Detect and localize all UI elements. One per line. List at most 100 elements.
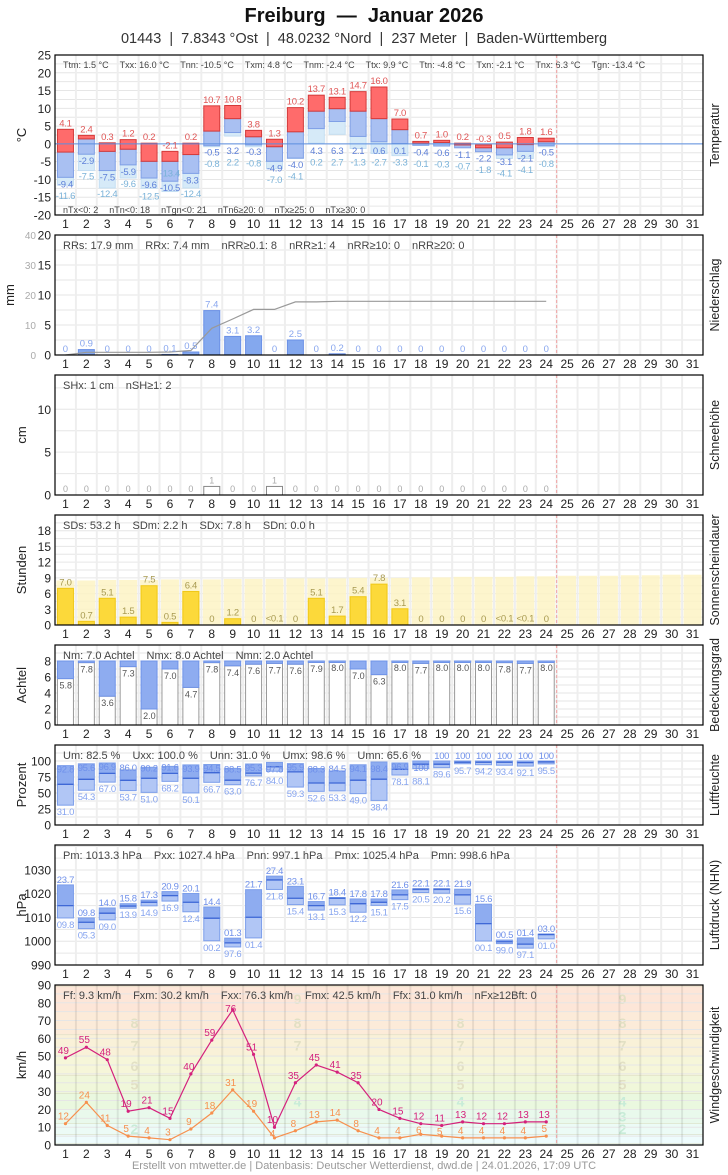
humidity-lower-bar <box>77 778 95 791</box>
humidity-max-label: 100 <box>476 751 491 762</box>
humidity-max-label: 95.6 <box>78 763 95 774</box>
precip-label: 0 <box>544 344 549 355</box>
wind-gust-label: 13 <box>539 1110 551 1121</box>
pressure-lower-bar <box>77 921 95 930</box>
x-tick-label: 22 <box>498 1147 512 1161</box>
stat-label: Tnx: 6.3 °C <box>535 60 581 70</box>
possible-sunshine-bar <box>160 579 179 625</box>
x-tick-label: 31 <box>686 217 700 231</box>
sunshine-label: 1.7 <box>331 605 343 616</box>
tmax-label: 1.0 <box>436 129 448 140</box>
snow-label: 0 <box>523 484 528 494</box>
snow-label: 0 <box>84 484 89 494</box>
precip-label: 3.1 <box>226 325 239 336</box>
wind-gust-point <box>105 1058 109 1062</box>
tmin-bar <box>495 147 513 156</box>
pressure-lower-bar <box>454 894 472 905</box>
panel-title: Temperatur <box>708 103 722 166</box>
y-tick-label: 20 <box>38 229 52 243</box>
wind-gust-label: 10 <box>267 1115 279 1126</box>
x-tick-label: 16 <box>372 627 386 641</box>
tmin-label: -2.9 <box>79 156 94 167</box>
y-tick-label: 20 <box>38 1103 52 1117</box>
wind-mean-label: 4 <box>458 1126 464 1137</box>
stat-label: Unn: 31.0 % <box>210 750 271 762</box>
beaufort-label: 7 <box>619 1037 627 1053</box>
pressure-lower-bar <box>307 905 325 911</box>
tmax-label: 13.1 <box>329 86 346 97</box>
x-tick-label: 20 <box>456 827 470 841</box>
x-tick-label: 3 <box>104 727 111 741</box>
precip-bar <box>203 310 221 356</box>
x-tick-label: 8 <box>208 827 215 841</box>
ground-min-label: 2.7 <box>331 157 343 168</box>
x-tick-label: 21 <box>477 497 491 511</box>
stat-label: RRx: 7.4 mm <box>145 240 209 252</box>
tmin-label: 6.3 <box>331 146 343 157</box>
x-tick-label: 27 <box>602 727 616 741</box>
x-tick-label: 28 <box>623 1147 637 1161</box>
possible-sunshine-bar <box>537 576 556 625</box>
y-tick-label: 60 <box>38 1032 52 1046</box>
wind-gust-point <box>210 1038 214 1042</box>
stat-label: Um: 82.5 % <box>63 750 121 762</box>
humidity-max-label: 97.8 <box>266 764 283 775</box>
x-tick-label: 19 <box>435 727 449 741</box>
possible-sunshine-bar <box>432 577 451 625</box>
x-tick-label: 5 <box>146 357 153 371</box>
x-tick-label: 29 <box>644 497 658 511</box>
humidity-max-label: 100 <box>434 751 449 762</box>
ground-min-label: -3.3 <box>392 157 407 168</box>
x-tick-label: 1 <box>62 357 69 371</box>
wind-mean-label: 4 <box>521 1126 527 1137</box>
x-tick-label: 26 <box>581 827 595 841</box>
stat-label: nTgn<0: 21 <box>161 205 207 215</box>
tmax-bar <box>349 91 367 112</box>
tmax-bar <box>182 142 200 156</box>
tmin-label: -5.9 <box>121 167 136 178</box>
sunshine-bar <box>391 608 409 626</box>
humidity-max-label: 100 <box>497 751 512 762</box>
stat-label: Ff: 9.3 km/h <box>63 990 121 1002</box>
humidity-lower-bar <box>307 782 325 792</box>
precip-bar <box>245 335 263 356</box>
ground-min-label: 2.2 <box>227 157 239 168</box>
cloud-cover-bar <box>140 660 158 710</box>
possible-sunshine-bar <box>599 575 618 625</box>
possible-sunshine-bar <box>683 574 702 625</box>
cloud-label: 7.8 <box>206 665 219 675</box>
stat-label: Pmx: 1025.4 hPa <box>334 850 419 862</box>
pressure-min-label: 12.4 <box>182 914 199 925</box>
x-tick-label: 3 <box>104 357 111 371</box>
x-tick-label: 8 <box>208 727 215 741</box>
x-tick-label: 1 <box>62 497 69 511</box>
plot-border <box>54 744 704 826</box>
snow-label: 0 <box>502 484 507 494</box>
beaufort-label: 4 <box>619 1093 627 1109</box>
x-tick-label: 11 <box>268 357 281 371</box>
x-tick-label: 2 <box>83 357 90 371</box>
wind-mean-point <box>314 1120 318 1124</box>
ground-min-label: -12.5 <box>139 192 159 203</box>
x-tick-label: 21 <box>477 1147 491 1161</box>
x-tick-label: 4 <box>125 727 132 741</box>
x-tick-label: 24 <box>540 217 554 231</box>
possible-sunshine-bar <box>495 576 514 625</box>
y-tick-label: 40 <box>38 1067 52 1081</box>
sunshine-label: 5.1 <box>310 587 322 598</box>
x-tick-label: 7 <box>188 357 195 371</box>
pressure-max-label: 23.7 <box>57 875 74 886</box>
cloud-label: 8.0 <box>394 663 407 673</box>
tmin-bar <box>391 129 409 145</box>
ground-min-label: -1.3 <box>351 157 366 168</box>
tmax-label: 7.0 <box>394 108 406 119</box>
stat-label: nTn<0: 18 <box>109 205 150 215</box>
wind-mean-point <box>105 1123 109 1128</box>
pressure-upper-bar <box>56 884 74 907</box>
pressure-min-label: 97.6 <box>224 949 241 960</box>
stat-label: Txm: 4.8 °C <box>245 60 293 70</box>
pressure-upper-bar <box>182 892 200 903</box>
x-tick-label: 21 <box>477 827 491 841</box>
x-tick-label: 22 <box>498 727 512 741</box>
humidity-max-label: 95.3 <box>245 763 262 774</box>
